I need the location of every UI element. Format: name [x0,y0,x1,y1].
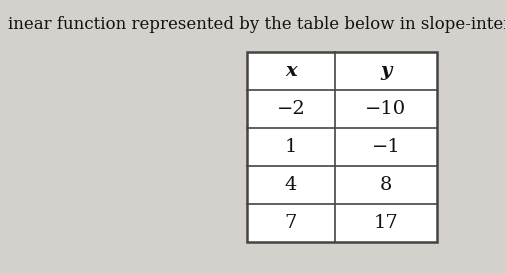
Text: 17: 17 [374,214,398,232]
Text: −10: −10 [366,100,407,118]
Text: y: y [380,62,392,80]
Text: 8: 8 [380,176,392,194]
Text: −2: −2 [277,100,306,118]
Bar [247,52,437,242]
Text: x: x [285,62,297,80]
Text: inear function represented by the table below in slope-intercept form.: inear function represented by the table … [8,16,505,33]
Text: 7: 7 [285,214,297,232]
Text: 4: 4 [285,176,297,194]
Text: 1: 1 [285,138,297,156]
Text: −1: −1 [372,138,400,156]
